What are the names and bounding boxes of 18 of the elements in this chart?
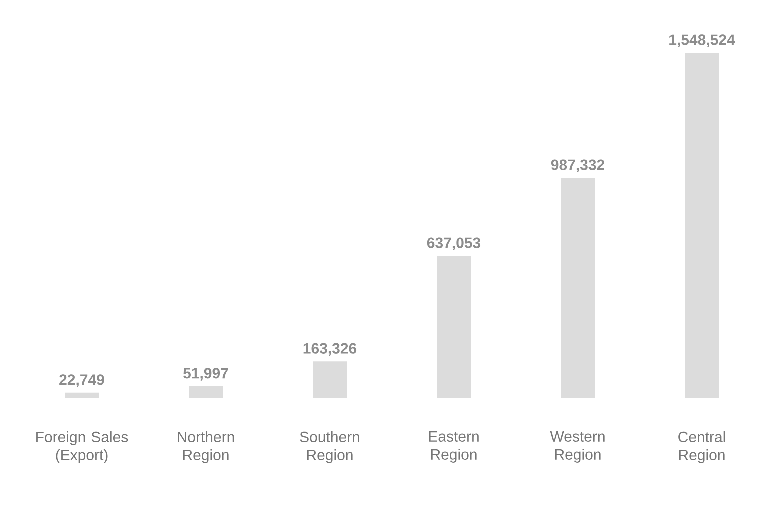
data-label: 987,332	[551, 160, 604, 173]
x-tick-label: Northern Region	[178, 432, 234, 464]
x-tick-label: Central Region	[678, 432, 726, 464]
bar	[313, 362, 348, 398]
data-label: 1,548,524	[670, 34, 736, 48]
bar	[561, 178, 596, 398]
x-tick-label: Southern Region	[300, 432, 360, 464]
data-label: 22,749	[60, 374, 104, 388]
bar	[65, 392, 99, 398]
bar	[437, 256, 472, 398]
x-tick-label: Western Region	[550, 432, 605, 463]
data-label: 637,053	[427, 238, 481, 251]
bar	[685, 52, 720, 398]
data-label: 51,997	[184, 368, 228, 381]
x-tick-label: Foreign Sales (Export)	[36, 432, 128, 464]
bar	[189, 386, 223, 398]
data-label: 163,326	[304, 343, 357, 356]
x-tick-label: Eastern Region	[429, 432, 479, 463]
